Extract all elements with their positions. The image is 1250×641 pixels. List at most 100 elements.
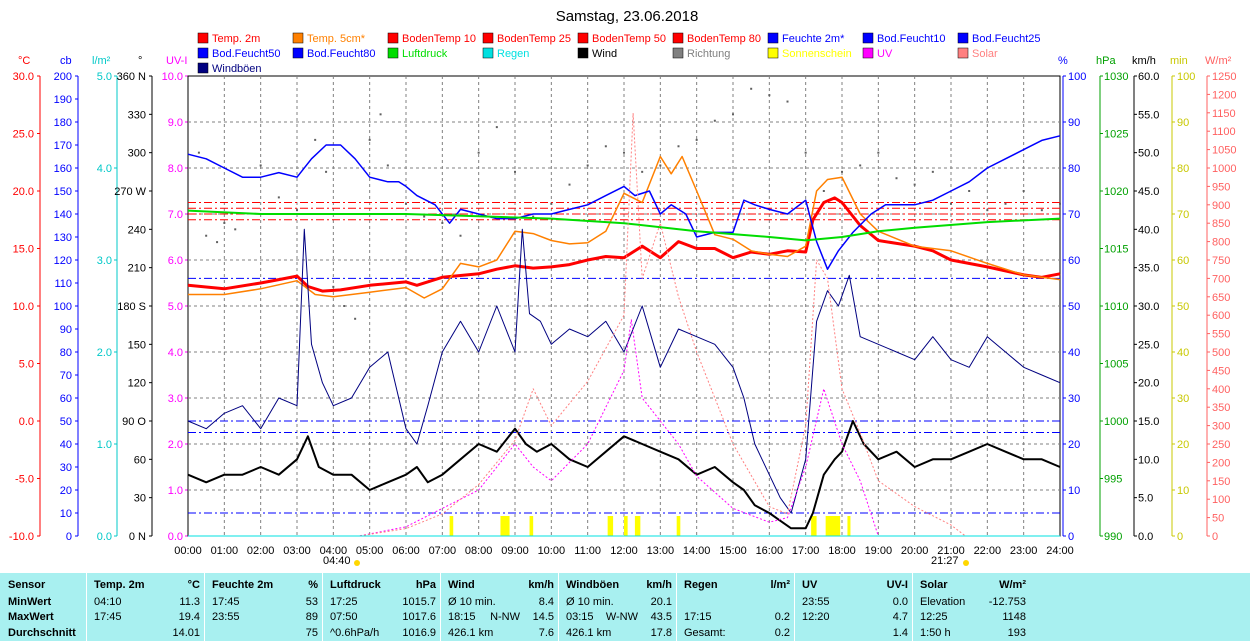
stats-cell: Ø 10 min. [566, 596, 614, 608]
axis-tick-label: 120 [54, 255, 72, 267]
direction-point [296, 209, 298, 212]
legend-label: Regen [497, 48, 529, 60]
legend-label: BodenTemp 80 [687, 33, 761, 45]
direction-point [343, 305, 346, 307]
stats-value: 53 [305, 596, 318, 608]
axis-tick-label: 1050 [1212, 145, 1236, 157]
wind-direction-points [197, 87, 1061, 320]
axis-tick-label: 70 [1177, 209, 1189, 221]
axis-tick-label: 200 [1212, 457, 1230, 469]
direction-point [659, 164, 662, 167]
axis-tick-label: 9.0 [168, 117, 183, 129]
axis-tick-label: 40 [60, 439, 72, 451]
sunshine-bar [811, 516, 817, 536]
axis-tick-label: 170 [54, 140, 72, 152]
legend-swatch [672, 47, 684, 59]
stats-value: 1017.6 [402, 611, 436, 623]
axis-tick-label: 190 [54, 94, 72, 106]
axis-tick-label: 130 [54, 232, 72, 244]
axis-tick-label: 60.0 [1138, 71, 1159, 83]
legend-swatch [197, 32, 209, 44]
axis-solar: W/m²125012001150110010501000950900850800… [1205, 55, 1236, 543]
axis-unit: ° [138, 55, 142, 67]
axis-tick-label: 60 [60, 393, 72, 405]
axis-tick-label: 5.0 [97, 71, 112, 83]
axis-tick-label: 35.0 [1138, 263, 1159, 275]
chart-title: Samstag, 23.06.2018 [556, 8, 699, 25]
stats-value: 193 [1007, 627, 1026, 639]
direction-point [695, 138, 698, 141]
sunshine-bar [607, 516, 614, 536]
axis-tick-label: 700 [1212, 273, 1230, 285]
direction-point [641, 170, 644, 173]
legend-label: Wind [592, 48, 617, 60]
direction-point [822, 190, 825, 192]
x-tick-label: 01:00 [211, 545, 239, 557]
axis-tick-label: 25.0 [13, 129, 34, 141]
direction-point [750, 87, 753, 90]
direction-point [205, 234, 208, 237]
series-uv [188, 319, 1060, 537]
axis-tick-label: 1200 [1212, 89, 1236, 101]
axis-tick-label: 30 [60, 462, 72, 474]
axis-tick-label: 450 [1212, 365, 1230, 377]
axis-tick-label: 20 [1068, 439, 1080, 451]
direction-point [623, 151, 625, 154]
axis-tick-label: 140 [54, 209, 72, 221]
axis-tick-label: 500 [1212, 347, 1230, 359]
stats-value: 11.3 [179, 596, 200, 608]
stats-value: 1.4 [892, 627, 908, 639]
axis-tick-label: 80 [1177, 163, 1189, 175]
direction-point [368, 138, 371, 141]
stats-header-unit: km/h [528, 579, 554, 591]
x-tick-label: 14:00 [683, 545, 711, 557]
axis-tick-label: 3.0 [97, 255, 112, 267]
stats-header: Feuchte 2m [212, 579, 274, 591]
legend-swatch [577, 47, 589, 59]
direction-point [786, 100, 789, 103]
stats-value: 14.5 [532, 611, 554, 623]
legend-swatch [482, 32, 494, 44]
series-feuchte-2m [187, 135, 1061, 270]
direction-point [223, 221, 226, 224]
stats-value: -12.753 [988, 596, 1026, 608]
axis-tick-label: 90 [1068, 117, 1080, 129]
stats-value: 7.6 [538, 627, 554, 639]
axis-tick-label: 0.0 [19, 416, 34, 428]
axis-tick-label: 4.0 [168, 347, 183, 359]
legend-item-bodentemp-50: BodenTemp 50 [577, 32, 666, 45]
axis-tick-label: 1000 [1212, 163, 1236, 175]
axis-tick-label: 0 [1177, 531, 1183, 543]
legend-swatch [197, 62, 209, 74]
direction-point [859, 164, 862, 167]
axis-tick-label: 10.0 [1138, 454, 1159, 466]
legend-label: Bod.Feucht50 [212, 48, 281, 60]
direction-point [804, 151, 807, 154]
axis-tick-label: 3.0 [168, 393, 183, 405]
axis-tick-label: 30.0 [1138, 301, 1159, 313]
axis-tick-label: 10.0 [162, 71, 183, 83]
sunrise-label: 04:40 [323, 555, 351, 567]
legend-item-bodentemp-25: BodenTemp 25 [482, 32, 571, 45]
stats-cell: 426.1 km [566, 627, 612, 639]
legend-swatch [862, 47, 874, 59]
direction-point [216, 241, 219, 244]
sunshine-bar [676, 516, 681, 536]
axis-tick-label: 1250 [1212, 71, 1236, 83]
legend-label: Windböen [212, 63, 262, 75]
axis-tick-label: 100 [1212, 494, 1230, 506]
stats-value: 89 [305, 611, 318, 623]
stats-cell: 23:55 [802, 596, 830, 608]
stats-header-unit: l/m² [770, 579, 790, 591]
stats-separator [86, 573, 87, 641]
axis-tick-label: 40.0 [1138, 224, 1159, 236]
stats-header: Solar [920, 579, 948, 591]
axis-tick-label: 40 [1177, 347, 1189, 359]
direction-point [325, 170, 328, 173]
legend-swatch [767, 47, 779, 59]
stats-cell: Elevation [920, 596, 966, 608]
direction-point [197, 151, 200, 154]
axis-tick-label: 20 [60, 485, 72, 497]
axis-tick-label: 20.0 [1138, 378, 1159, 390]
axis-unit: l/m² [92, 55, 111, 67]
